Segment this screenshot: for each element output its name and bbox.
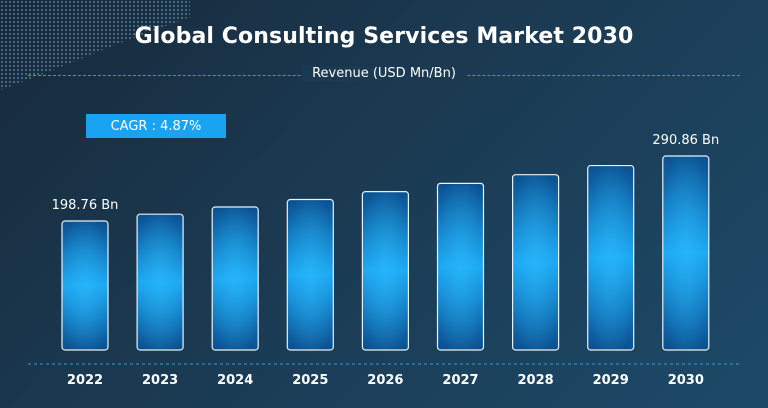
x-tick-label: 2024 (217, 373, 253, 388)
data-label: 198.76 Bn (52, 198, 119, 213)
x-tick-label: 2023 (142, 373, 178, 388)
x-tick-label: 2025 (292, 373, 328, 388)
x-tick-label: 2027 (442, 373, 478, 388)
bar-glow-2023 (138, 215, 183, 349)
bar-glow-2022 (63, 222, 107, 349)
chart-subtitle: Revenue (USD Mn/Bn) (302, 66, 466, 81)
x-tick-label: 2022 (67, 373, 103, 388)
x-tick-label: 2029 (593, 373, 629, 388)
x-tick-label: 2026 (367, 373, 403, 388)
cagr-badge: CAGR : 4.87% (86, 114, 226, 138)
bar-glow-2030 (663, 157, 708, 349)
x-tick-label: 2028 (518, 373, 554, 388)
bar-glow-2029 (588, 166, 633, 349)
chart-title: Global Consulting Services Market 2030 (134, 24, 634, 49)
bar-glow-2027 (438, 184, 483, 349)
bar-glow-2028 (513, 175, 558, 349)
data-label: 290.86 Bn (652, 133, 719, 148)
x-tick-label: 2030 (668, 373, 704, 388)
bar-glow-2026 (363, 192, 408, 349)
bar-glow-2025 (288, 200, 333, 349)
bar-glow-2024 (213, 207, 258, 349)
